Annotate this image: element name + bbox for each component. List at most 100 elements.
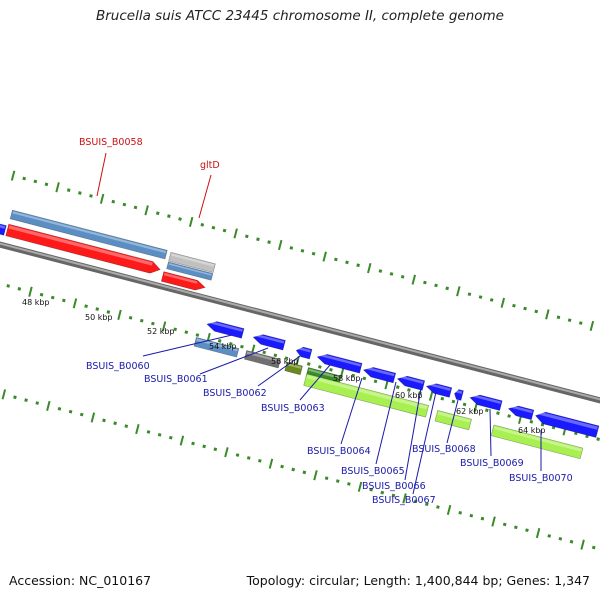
track-tick — [284, 356, 289, 361]
track-tick — [313, 470, 318, 481]
scale-label: 58 kbp — [333, 374, 361, 383]
track-tick — [436, 505, 440, 509]
track-tick — [72, 298, 78, 309]
track-tick — [155, 211, 160, 216]
gene-label-bsuis_b0058: BSUIS_B0058 — [79, 137, 143, 148]
track-tick — [167, 214, 171, 218]
track-tick — [356, 263, 360, 268]
feature-minus-10-gloss — [509, 404, 533, 414]
track-tick — [139, 318, 144, 323]
track-tick — [246, 456, 251, 460]
feature-minus-7 — [425, 383, 453, 398]
track-tick — [496, 411, 500, 415]
track-tick — [446, 504, 452, 516]
track-tick — [122, 202, 127, 207]
leader-line — [299, 364, 331, 401]
track-tick — [291, 467, 296, 472]
feature-minus-9 — [469, 394, 503, 411]
track-tick — [89, 194, 93, 198]
track-tick — [106, 310, 111, 314]
track-tick — [424, 502, 429, 506]
track-tick — [525, 528, 529, 533]
track-tick — [378, 269, 383, 273]
genome-backbone — [0, 241, 600, 404]
feature-b0062 — [284, 361, 303, 376]
feature-minus-2 — [252, 334, 286, 351]
track-tick — [57, 406, 62, 411]
track-tick — [184, 330, 189, 335]
track-tick — [322, 251, 327, 262]
track-tick — [502, 522, 507, 527]
leader-line — [412, 391, 437, 495]
feature-b0062-gloss — [287, 363, 302, 369]
gene-labels: BSUIS_B0058 gltD BSUIS_B0060 BSUIS_B0061 BSU… — [79, 137, 573, 506]
track-tick — [102, 418, 106, 423]
gene-label-bsuis_b0067: BSUIS_B0067 — [372, 495, 436, 506]
track-tick — [311, 251, 316, 256]
feature-minus-1 — [206, 321, 245, 339]
track-tick — [289, 246, 294, 250]
leader-line — [489, 408, 492, 457]
track-tick — [173, 327, 177, 332]
track-tick — [128, 315, 133, 320]
track-tick — [1, 389, 7, 400]
track-tick — [113, 421, 117, 426]
scale-labels: 48 kbp 50 kbp 52 kbp 54 kbp 56 kbp 58 kbp 60 k… — [22, 298, 546, 435]
track-tick — [567, 318, 572, 322]
feature-minus-6-gloss — [398, 375, 424, 384]
track-tick — [28, 286, 33, 297]
track-tick — [68, 409, 73, 414]
track-tick — [413, 499, 418, 504]
track-tick — [24, 398, 28, 402]
leader-line — [198, 174, 212, 219]
track-tick — [300, 248, 305, 253]
track-tick — [213, 447, 218, 452]
map-title: Brucella suis ATCC 23445 chromosome II, … — [96, 8, 504, 24]
track-tick — [6, 284, 11, 288]
track-tick — [478, 295, 483, 299]
track-tick — [514, 525, 518, 530]
track-tick — [423, 280, 427, 285]
track-tick — [46, 400, 51, 412]
feature-arrow-gltd-gloss — [163, 272, 198, 284]
track-tick — [411, 274, 417, 285]
scale-label: 52 kbp — [147, 327, 175, 336]
scale-label: 54 kbp — [209, 342, 237, 351]
track-tick — [402, 493, 407, 504]
track-tick — [62, 298, 66, 303]
feature-minus-4-gloss — [318, 353, 361, 367]
track-tick — [484, 408, 489, 413]
track-tick — [161, 321, 167, 332]
track-tick — [99, 193, 105, 204]
gene-label-bsuis_b0061: BSUIS_B0061 — [144, 374, 208, 385]
track-tick — [351, 373, 356, 378]
leader-line — [404, 387, 422, 481]
feature-minus-9-gloss — [471, 393, 501, 404]
track-tick — [178, 217, 182, 221]
track-tick — [277, 239, 283, 251]
track-tick — [367, 263, 372, 274]
track-tick — [339, 367, 345, 378]
track-tick — [395, 385, 400, 389]
track-tick — [547, 534, 552, 538]
track-tick — [258, 458, 262, 463]
track-tick — [596, 437, 600, 441]
feature-minus-3-gloss — [297, 346, 311, 353]
track-tick — [500, 297, 506, 308]
track-tick — [262, 350, 267, 355]
track-tick — [389, 272, 394, 276]
scale-label: 50 kbp — [85, 313, 113, 322]
track-tick — [22, 176, 27, 181]
track-tick — [434, 283, 438, 288]
track-tick — [591, 545, 596, 550]
gene-features — [0, 209, 600, 460]
gene-label-bsuis_b0065: BSUIS_B0065 — [341, 466, 405, 477]
gene-label-bsuis_b0069: BSUIS_B0069 — [460, 458, 524, 469]
feature-minus-11-gloss — [536, 411, 598, 430]
track-tick — [224, 447, 229, 458]
track-tick — [329, 367, 333, 372]
track-tick — [428, 390, 434, 401]
track-tick — [66, 188, 71, 192]
feature-plus-b0058-gloss — [12, 211, 167, 254]
feature-minus-2-gloss — [254, 333, 285, 344]
